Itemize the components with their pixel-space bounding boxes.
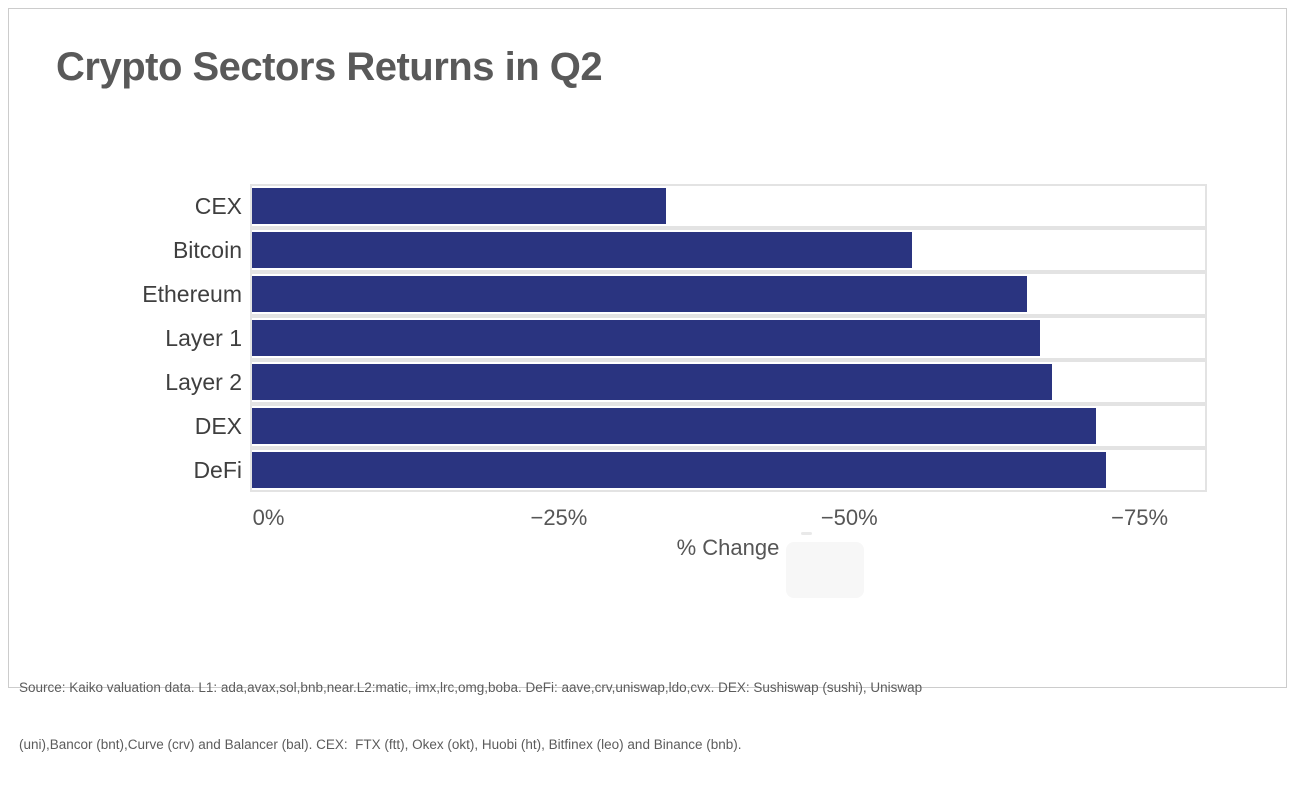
source-footnote: Source: Kaiko valuation data. L1: ada,av… (19, 640, 1274, 792)
bar-row (250, 448, 1207, 492)
watermark-dash (801, 532, 812, 535)
bar-row (250, 228, 1207, 272)
x-axis-tick-labels: 0% −25% −50% −75% (250, 503, 1207, 533)
x-axis-label: % Change (676, 535, 780, 560)
y-axis-category-labels: CEX Bitcoin Ethereum Layer 1 Layer 2 DEX DeFi (9, 184, 242, 492)
bar-row (250, 272, 1207, 316)
x-tick-label: −25% (530, 505, 588, 530)
bar-cex (252, 188, 667, 224)
bar-dex (252, 408, 1097, 444)
bar-chart-plot-area (250, 184, 1207, 492)
bar-defi (252, 452, 1106, 488)
bar-row (250, 316, 1207, 360)
bar-layer-1 (252, 320, 1040, 356)
bar-row (250, 184, 1207, 228)
bar-row (250, 360, 1207, 404)
category-label: Ethereum (142, 281, 242, 307)
bar-row (250, 404, 1207, 448)
bar-layer-2 (252, 364, 1053, 400)
category-label: DeFi (193, 457, 242, 483)
x-tick-label: 0% (252, 505, 285, 530)
category-label: Bitcoin (172, 237, 242, 263)
category-label: CEX (194, 193, 242, 219)
watermark (786, 542, 864, 598)
category-label: Layer 2 (165, 369, 242, 395)
x-tick-label: −50% (820, 505, 878, 530)
source-footnote-line2: (uni),Bancor (bnt),Curve (crv) and Balan… (19, 737, 742, 752)
bar-bitcoin (252, 232, 913, 268)
source-footnote-line1: Source: Kaiko valuation data. L1: ada,av… (19, 680, 923, 695)
chart-title: Crypto Sectors Returns in Q2 (56, 45, 603, 89)
bar-ethereum (252, 276, 1027, 312)
category-label: Layer 1 (165, 325, 242, 351)
x-tick-label: −75% (1111, 505, 1169, 530)
category-label: DEX (194, 413, 242, 439)
chart-card: Crypto Sectors Returns in Q2 CEX Bitcoin E… (8, 8, 1287, 752)
